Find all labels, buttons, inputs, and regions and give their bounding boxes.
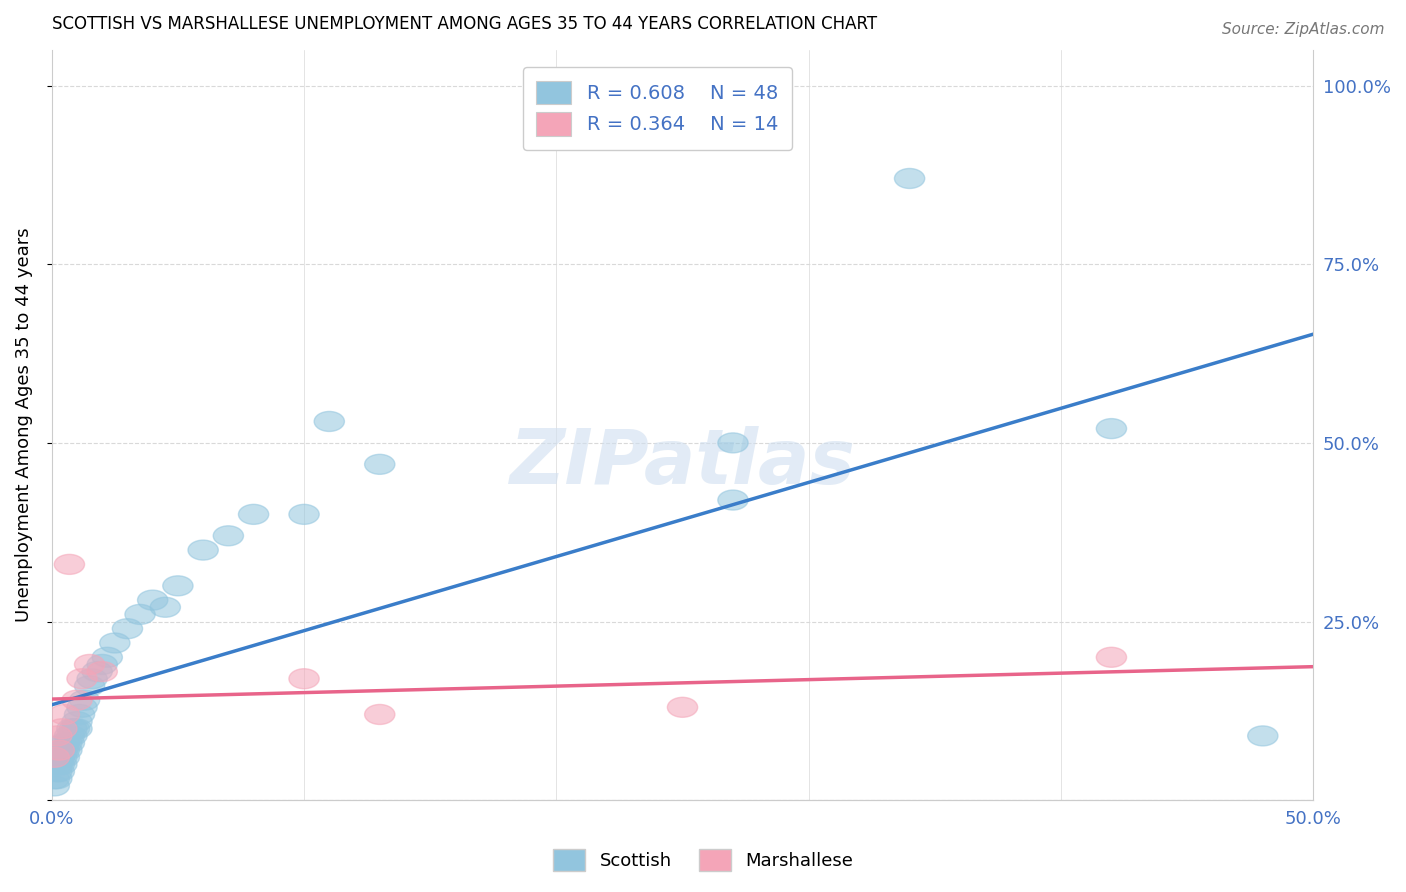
Ellipse shape [49, 740, 80, 760]
Ellipse shape [49, 733, 80, 753]
Ellipse shape [44, 755, 75, 774]
Ellipse shape [100, 633, 129, 653]
Ellipse shape [1247, 726, 1278, 746]
Ellipse shape [93, 648, 122, 667]
Ellipse shape [46, 719, 77, 739]
Ellipse shape [52, 733, 82, 753]
Ellipse shape [125, 605, 155, 624]
Ellipse shape [75, 676, 104, 696]
Legend: Scottish, Marshallese: Scottish, Marshallese [546, 842, 860, 879]
Ellipse shape [668, 698, 697, 717]
Legend: R = 0.608    N = 48, R = 0.364    N = 14: R = 0.608 N = 48, R = 0.364 N = 14 [523, 67, 792, 150]
Ellipse shape [55, 554, 84, 574]
Ellipse shape [59, 719, 90, 739]
Ellipse shape [894, 169, 925, 188]
Ellipse shape [39, 747, 69, 767]
Ellipse shape [44, 747, 75, 767]
Ellipse shape [56, 719, 87, 739]
Ellipse shape [314, 411, 344, 432]
Ellipse shape [112, 619, 142, 639]
Ellipse shape [67, 669, 97, 689]
Ellipse shape [77, 669, 107, 689]
Ellipse shape [163, 576, 193, 596]
Text: ZIPatlas: ZIPatlas [509, 425, 855, 500]
Ellipse shape [42, 762, 72, 781]
Y-axis label: Unemployment Among Ages 35 to 44 years: Unemployment Among Ages 35 to 44 years [15, 227, 32, 623]
Ellipse shape [55, 726, 84, 746]
Ellipse shape [239, 504, 269, 524]
Ellipse shape [44, 740, 75, 760]
Ellipse shape [52, 740, 82, 760]
Ellipse shape [42, 726, 72, 746]
Text: Source: ZipAtlas.com: Source: ZipAtlas.com [1222, 22, 1385, 37]
Ellipse shape [1097, 648, 1126, 667]
Ellipse shape [62, 690, 93, 710]
Ellipse shape [49, 747, 80, 767]
Ellipse shape [87, 655, 117, 674]
Ellipse shape [138, 591, 167, 610]
Ellipse shape [46, 755, 77, 774]
Ellipse shape [718, 433, 748, 453]
Ellipse shape [67, 698, 97, 717]
Ellipse shape [364, 705, 395, 724]
Ellipse shape [188, 540, 218, 560]
Ellipse shape [44, 762, 75, 781]
Ellipse shape [56, 726, 87, 746]
Ellipse shape [62, 712, 93, 731]
Ellipse shape [46, 740, 77, 760]
Ellipse shape [42, 769, 72, 789]
Ellipse shape [214, 525, 243, 546]
Ellipse shape [62, 719, 93, 739]
Ellipse shape [364, 454, 395, 475]
Ellipse shape [39, 776, 69, 796]
Ellipse shape [55, 733, 84, 753]
Ellipse shape [82, 662, 112, 681]
Ellipse shape [150, 598, 180, 617]
Ellipse shape [87, 662, 117, 681]
Ellipse shape [65, 705, 94, 724]
Ellipse shape [42, 755, 72, 774]
Ellipse shape [718, 490, 748, 510]
Ellipse shape [75, 655, 104, 674]
Ellipse shape [49, 705, 80, 724]
Ellipse shape [288, 669, 319, 689]
Ellipse shape [69, 690, 100, 710]
Ellipse shape [46, 747, 77, 767]
Ellipse shape [288, 504, 319, 524]
Ellipse shape [39, 769, 69, 789]
Ellipse shape [1097, 418, 1126, 439]
Text: SCOTTISH VS MARSHALLESE UNEMPLOYMENT AMONG AGES 35 TO 44 YEARS CORRELATION CHART: SCOTTISH VS MARSHALLESE UNEMPLOYMENT AMO… [52, 15, 877, 33]
